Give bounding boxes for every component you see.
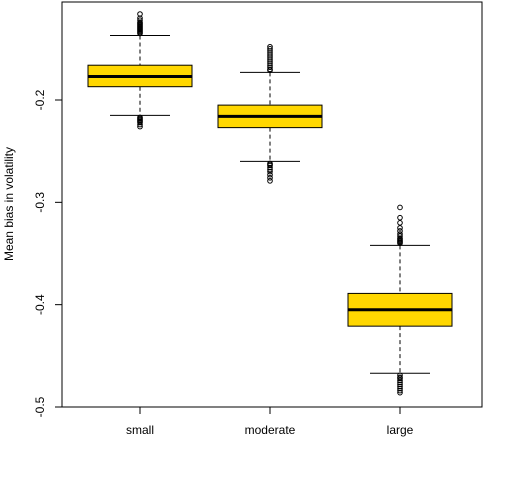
outlier-point xyxy=(267,52,273,58)
outlier-point xyxy=(267,64,273,71)
outlier-point xyxy=(267,60,273,66)
y-tick-label: -0.2 xyxy=(33,89,47,110)
outlier-point xyxy=(397,383,403,390)
outlier-point xyxy=(397,377,403,384)
outlier-point xyxy=(397,214,403,221)
outlier-point xyxy=(267,62,273,69)
boxes-layer xyxy=(87,11,453,396)
outlier-point xyxy=(137,17,143,23)
outlier-point xyxy=(397,233,403,239)
y-tick-label: -0.3 xyxy=(33,192,47,213)
outlier-point xyxy=(137,11,143,17)
outlier-point xyxy=(267,43,273,50)
outlier-point xyxy=(267,56,273,62)
outlier-point xyxy=(397,375,403,382)
outlier-point xyxy=(267,58,273,64)
outlier-point xyxy=(397,389,403,396)
y-tick-label: -0.4 xyxy=(33,294,47,315)
outlier-point xyxy=(397,235,403,241)
box-small xyxy=(87,11,193,130)
outlier-point xyxy=(397,385,403,392)
outlier-point xyxy=(397,372,403,379)
outlier-point xyxy=(267,164,273,171)
outlier-point xyxy=(267,48,273,54)
x-tick-label: moderate xyxy=(245,423,296,437)
outlier-point xyxy=(267,174,273,181)
outlier-point xyxy=(267,50,273,56)
outlier-point xyxy=(267,166,273,173)
box-large xyxy=(347,204,453,396)
outlier-point xyxy=(267,46,273,52)
outlier-point xyxy=(397,231,403,237)
outlier-point xyxy=(137,119,143,126)
outlier-point xyxy=(137,19,143,26)
outlier-point xyxy=(267,171,273,178)
outlier-point xyxy=(137,121,143,128)
outlier-point xyxy=(397,381,403,388)
x-axis: small moderate large xyxy=(126,407,414,437)
outlier-point xyxy=(397,225,403,231)
plot-frame xyxy=(61,1,483,408)
y-tick-label: -0.5 xyxy=(33,396,47,417)
outlier-point xyxy=(137,123,143,130)
x-tick-label: small xyxy=(126,423,154,437)
x-tick-label: large xyxy=(387,423,414,437)
outlier-point xyxy=(267,178,273,184)
outlier-point xyxy=(397,387,403,394)
outlier-point xyxy=(267,54,273,60)
outlier-point xyxy=(267,168,273,175)
y-axis: -0.2 -0.3 -0.4 -0.5 xyxy=(33,89,62,417)
outlier-point xyxy=(397,204,403,211)
outlier-point xyxy=(397,228,403,234)
y-axis-label: Mean bias in volatility xyxy=(2,147,16,261)
outlier-point xyxy=(267,66,273,73)
outlier-point xyxy=(137,15,143,21)
box-moderate xyxy=(217,43,323,184)
outlier-point xyxy=(397,379,403,386)
outlier-point xyxy=(267,162,273,169)
outlier-point xyxy=(397,220,403,226)
